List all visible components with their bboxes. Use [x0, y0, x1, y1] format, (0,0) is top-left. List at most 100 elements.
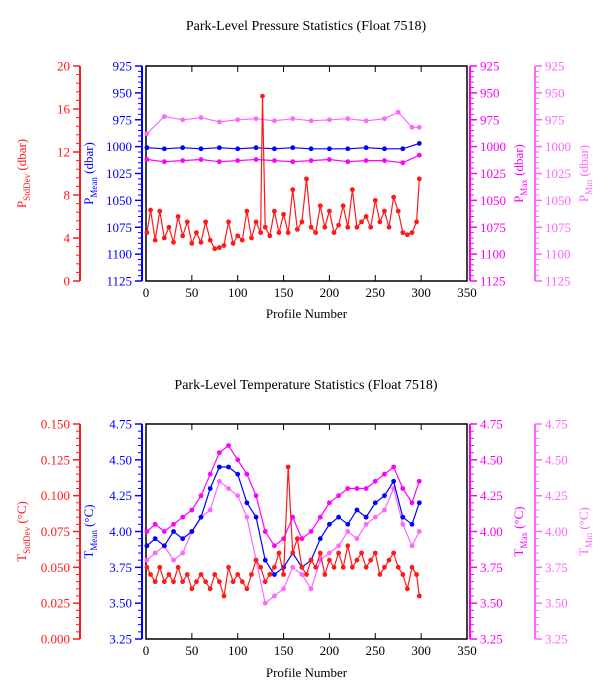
- y-tick-label: 950: [480, 85, 500, 100]
- y-tick-label: 0.000: [41, 632, 70, 647]
- y-tick-label: 1050: [545, 193, 571, 208]
- data-point-min: [281, 586, 286, 592]
- data-point-min: [198, 115, 204, 120]
- y-axis-label-sub: Mean: [89, 177, 99, 198]
- y-tick-label: 4.75: [109, 417, 132, 432]
- data-point-stddev: [317, 203, 323, 209]
- data-point-stddev: [144, 230, 150, 236]
- data-point-stddev: [414, 219, 419, 225]
- y-axis-label-unit: (°C): [14, 501, 29, 527]
- data-point-min: [235, 117, 241, 123]
- data-point-stddev: [198, 572, 204, 577]
- y-axis-label-unit: (dbar): [576, 145, 591, 180]
- data-point-stddev: [404, 586, 410, 592]
- data-point-stddev: [276, 550, 282, 556]
- series-line-max: [146, 444, 420, 547]
- data-point-max: [400, 160, 406, 166]
- data-point-min: [327, 117, 332, 123]
- data-point-min: [171, 557, 176, 563]
- y-tick-label: 1075: [545, 220, 571, 235]
- data-point-mean: [226, 464, 231, 470]
- y-tick-label: 1025: [106, 166, 132, 181]
- y-tick-label: 1025: [480, 166, 506, 181]
- data-point-max: [416, 152, 422, 158]
- series-stddev: [144, 93, 422, 252]
- data-point-stddev: [290, 550, 296, 556]
- data-point-stddev: [148, 572, 153, 577]
- y-axis-label-main: T: [511, 549, 526, 557]
- data-point-min: [299, 572, 305, 577]
- y-tick-label: 4.25: [480, 488, 503, 503]
- x-tick-label: 150: [274, 285, 294, 300]
- data-point-stddev: [281, 572, 286, 577]
- data-point-stddev: [400, 572, 406, 577]
- data-point-stddev: [363, 214, 369, 219]
- y-tick-label: 4.50: [109, 452, 132, 467]
- data-point-max: [272, 158, 277, 164]
- data-point-stddev: [345, 543, 351, 549]
- y-tick-label: 4.25: [545, 488, 568, 503]
- series-line-mean: [146, 142, 420, 150]
- data-point-stddev: [203, 579, 209, 585]
- data-point-stddev: [368, 224, 374, 230]
- y-axis-label-unit: (°C): [576, 507, 591, 533]
- series-mean: [144, 464, 422, 577]
- data-point-stddev: [377, 572, 383, 577]
- data-point-stddev: [327, 208, 332, 214]
- data-point-stddev: [230, 240, 236, 246]
- data-point-max: [317, 514, 323, 520]
- data-point-max: [152, 521, 158, 527]
- data-point-min: [180, 117, 186, 123]
- y-axis-max: 3.25 3.50 3.75 4.00 4.25 4.50 4.75 TMax (°C): [469, 417, 529, 647]
- data-point-max: [327, 500, 332, 506]
- data-point-stddev: [290, 187, 296, 193]
- data-point-min: [235, 493, 241, 499]
- data-point-stddev: [372, 197, 378, 203]
- data-point-mean: [180, 145, 186, 151]
- data-point-max: [235, 158, 241, 164]
- plot-frame: [145, 65, 468, 282]
- data-point-max: [382, 158, 387, 164]
- data-point-stddev: [386, 557, 392, 563]
- data-point-mean: [235, 471, 241, 477]
- y-axis-label-min: TMin (°C): [576, 507, 594, 556]
- data-point-stddev: [395, 208, 401, 214]
- data-point-stddev: [239, 579, 245, 585]
- data-point-stddev: [166, 572, 172, 577]
- data-point-stddev: [171, 579, 176, 585]
- x-tick-label: 300: [411, 643, 431, 658]
- data-point-stddev: [189, 240, 195, 246]
- y-axis-label-max: TMax (°C): [511, 506, 529, 556]
- data-point-max: [244, 471, 250, 477]
- y-axis-label-unit: (dbar): [81, 142, 96, 177]
- data-point-stddev: [294, 227, 300, 232]
- y-axis-label-stddev: PStdDev (dbar): [14, 139, 32, 208]
- data-point-stddev: [157, 208, 163, 214]
- data-point-mean: [382, 493, 387, 499]
- data-point-stddev: [144, 564, 150, 570]
- series-max: [144, 443, 422, 549]
- x-tick-label: 100: [228, 643, 248, 658]
- data-point-max: [345, 159, 351, 165]
- data-point-mean: [262, 557, 268, 563]
- chart-title: Park-Level Temperature Statistics (Float…: [174, 378, 437, 393]
- series-min: [144, 109, 422, 137]
- data-point-max: [327, 157, 332, 162]
- data-point-max: [290, 514, 296, 520]
- y-tick-label: 975: [113, 112, 133, 127]
- data-point-min: [144, 557, 150, 563]
- data-point-stddev: [203, 219, 209, 225]
- y-tick-label: 3.75: [545, 560, 568, 575]
- data-point-mean: [244, 500, 250, 506]
- data-point-max: [416, 478, 422, 484]
- data-point-stddev: [299, 564, 305, 570]
- x-tick-label: 250: [366, 285, 386, 300]
- data-point-stddev: [221, 243, 227, 248]
- y-axis-label-sub: Mean: [89, 530, 99, 551]
- data-point-min: [253, 116, 259, 122]
- data-point-stddev: [244, 208, 250, 214]
- data-point-min: [216, 478, 222, 484]
- y-tick-label: 3.25: [109, 632, 132, 647]
- data-point-stddev: [175, 564, 181, 570]
- y-tick-label: 1000: [545, 139, 571, 154]
